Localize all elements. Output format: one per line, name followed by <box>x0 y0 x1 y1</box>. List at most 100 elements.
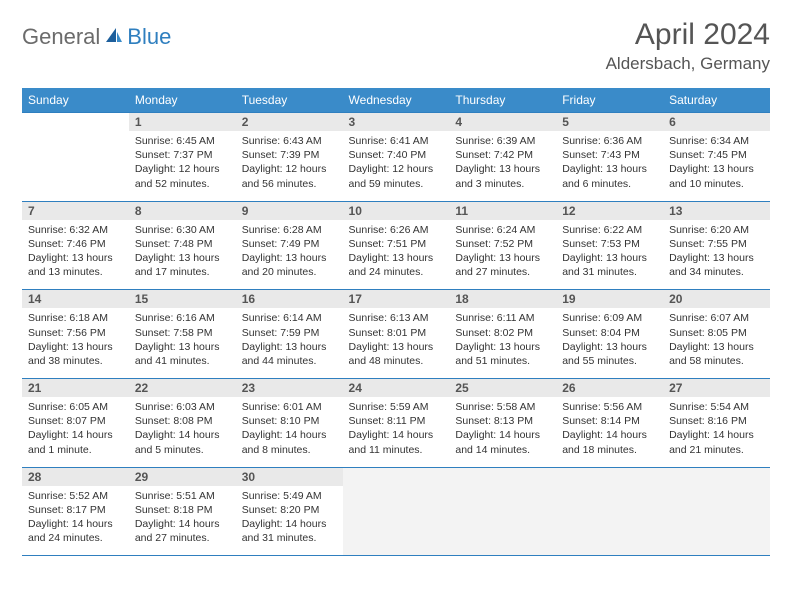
blank-cell <box>556 486 663 556</box>
day-number-cell: 21 <box>22 379 129 398</box>
day-content-cell: Sunrise: 5:54 AMSunset: 8:16 PMDaylight:… <box>663 397 770 467</box>
day-content-cell: Sunrise: 6:41 AMSunset: 7:40 PMDaylight:… <box>343 131 450 201</box>
sunrise-line: Sunrise: 6:07 AM <box>669 311 764 325</box>
sunrise-line: Sunrise: 6:14 AM <box>242 311 337 325</box>
daylight-line: Daylight: 13 hours and 27 minutes. <box>455 251 550 279</box>
blank-cell <box>343 467 450 486</box>
content-row: Sunrise: 6:18 AMSunset: 7:56 PMDaylight:… <box>22 308 770 378</box>
blank-cell <box>556 467 663 486</box>
sunset-line: Sunset: 8:08 PM <box>135 414 230 428</box>
daynum-row: 14151617181920 <box>22 290 770 309</box>
day-content-cell: Sunrise: 6:18 AMSunset: 7:56 PMDaylight:… <box>22 308 129 378</box>
day-content-cell: Sunrise: 6:26 AMSunset: 7:51 PMDaylight:… <box>343 220 450 290</box>
day-content-cell: Sunrise: 6:34 AMSunset: 7:45 PMDaylight:… <box>663 131 770 201</box>
daylight-line: Daylight: 13 hours and 34 minutes. <box>669 251 764 279</box>
sunrise-line: Sunrise: 6:09 AM <box>562 311 657 325</box>
sunrise-line: Sunrise: 5:51 AM <box>135 489 230 503</box>
brand-sail-icon <box>104 26 124 49</box>
sunset-line: Sunset: 8:20 PM <box>242 503 337 517</box>
sunset-line: Sunset: 7:37 PM <box>135 148 230 162</box>
day-number-cell: 11 <box>449 201 556 220</box>
daynum-row: 123456 <box>22 113 770 132</box>
sunrise-line: Sunrise: 6:26 AM <box>349 223 444 237</box>
content-row: Sunrise: 6:05 AMSunset: 8:07 PMDaylight:… <box>22 397 770 467</box>
sunset-line: Sunset: 7:40 PM <box>349 148 444 162</box>
month-title: April 2024 <box>606 18 770 52</box>
day-number-cell: 3 <box>343 113 450 132</box>
sunset-line: Sunset: 7:51 PM <box>349 237 444 251</box>
weekday-header: Sunday <box>22 88 129 113</box>
day-content-cell: Sunrise: 6:36 AMSunset: 7:43 PMDaylight:… <box>556 131 663 201</box>
sunrise-line: Sunrise: 6:16 AM <box>135 311 230 325</box>
day-number-cell: 14 <box>22 290 129 309</box>
day-number-cell: 16 <box>236 290 343 309</box>
day-number-cell: 26 <box>556 379 663 398</box>
title-block: April 2024 Aldersbach, Germany <box>606 18 770 74</box>
blank-cell <box>22 131 129 201</box>
sunset-line: Sunset: 8:05 PM <box>669 326 764 340</box>
daylight-line: Daylight: 12 hours and 59 minutes. <box>349 162 444 190</box>
day-number-cell: 17 <box>343 290 450 309</box>
day-number-cell: 5 <box>556 113 663 132</box>
sunset-line: Sunset: 7:52 PM <box>455 237 550 251</box>
day-content-cell: Sunrise: 6:24 AMSunset: 7:52 PMDaylight:… <box>449 220 556 290</box>
daylight-line: Daylight: 14 hours and 5 minutes. <box>135 428 230 456</box>
sunrise-line: Sunrise: 6:28 AM <box>242 223 337 237</box>
daylight-line: Daylight: 13 hours and 55 minutes. <box>562 340 657 368</box>
day-number-cell: 13 <box>663 201 770 220</box>
day-number-cell: 19 <box>556 290 663 309</box>
day-content-cell: Sunrise: 5:59 AMSunset: 8:11 PMDaylight:… <box>343 397 450 467</box>
sunset-line: Sunset: 8:16 PM <box>669 414 764 428</box>
daylight-line: Daylight: 13 hours and 17 minutes. <box>135 251 230 279</box>
sunrise-line: Sunrise: 6:45 AM <box>135 134 230 148</box>
day-content-cell: Sunrise: 6:16 AMSunset: 7:58 PMDaylight:… <box>129 308 236 378</box>
day-number-cell: 4 <box>449 113 556 132</box>
weekday-header: Monday <box>129 88 236 113</box>
daylight-line: Daylight: 13 hours and 51 minutes. <box>455 340 550 368</box>
day-number-cell: 30 <box>236 467 343 486</box>
weekday-header: Wednesday <box>343 88 450 113</box>
sunrise-line: Sunrise: 6:22 AM <box>562 223 657 237</box>
daylight-line: Daylight: 13 hours and 58 minutes. <box>669 340 764 368</box>
sunset-line: Sunset: 8:02 PM <box>455 326 550 340</box>
daylight-line: Daylight: 13 hours and 3 minutes. <box>455 162 550 190</box>
sunset-line: Sunset: 8:14 PM <box>562 414 657 428</box>
sunrise-line: Sunrise: 5:56 AM <box>562 400 657 414</box>
day-content-cell: Sunrise: 5:58 AMSunset: 8:13 PMDaylight:… <box>449 397 556 467</box>
blank-cell <box>663 467 770 486</box>
sunrise-line: Sunrise: 6:24 AM <box>455 223 550 237</box>
daylight-line: Daylight: 13 hours and 10 minutes. <box>669 162 764 190</box>
sunset-line: Sunset: 7:55 PM <box>669 237 764 251</box>
sunset-line: Sunset: 7:45 PM <box>669 148 764 162</box>
daylight-line: Daylight: 14 hours and 21 minutes. <box>669 428 764 456</box>
daylight-line: Daylight: 12 hours and 52 minutes. <box>135 162 230 190</box>
day-number-cell: 12 <box>556 201 663 220</box>
day-content-cell: Sunrise: 5:51 AMSunset: 8:18 PMDaylight:… <box>129 486 236 556</box>
blank-cell <box>22 113 129 132</box>
sunrise-line: Sunrise: 6:39 AM <box>455 134 550 148</box>
day-number-cell: 18 <box>449 290 556 309</box>
sunrise-line: Sunrise: 6:30 AM <box>135 223 230 237</box>
weekday-header: Tuesday <box>236 88 343 113</box>
header: General Blue April 2024 Aldersbach, Germ… <box>22 18 770 74</box>
weekday-header: Thursday <box>449 88 556 113</box>
brand-logo: General Blue <box>22 24 171 50</box>
sunrise-line: Sunrise: 5:52 AM <box>28 489 123 503</box>
day-number-cell: 9 <box>236 201 343 220</box>
sunrise-line: Sunrise: 6:11 AM <box>455 311 550 325</box>
brand-text-blue: Blue <box>127 24 171 50</box>
day-content-cell: Sunrise: 6:32 AMSunset: 7:46 PMDaylight:… <box>22 220 129 290</box>
day-content-cell: Sunrise: 6:09 AMSunset: 8:04 PMDaylight:… <box>556 308 663 378</box>
sunrise-line: Sunrise: 6:01 AM <box>242 400 337 414</box>
daylight-line: Daylight: 13 hours and 6 minutes. <box>562 162 657 190</box>
daynum-row: 78910111213 <box>22 201 770 220</box>
sunrise-line: Sunrise: 6:34 AM <box>669 134 764 148</box>
sunrise-line: Sunrise: 6:20 AM <box>669 223 764 237</box>
location-subtitle: Aldersbach, Germany <box>606 54 770 74</box>
blank-cell <box>449 467 556 486</box>
sunrise-line: Sunrise: 6:41 AM <box>349 134 444 148</box>
sunset-line: Sunset: 8:01 PM <box>349 326 444 340</box>
day-number-cell: 24 <box>343 379 450 398</box>
day-number-cell: 28 <box>22 467 129 486</box>
daylight-line: Daylight: 13 hours and 48 minutes. <box>349 340 444 368</box>
